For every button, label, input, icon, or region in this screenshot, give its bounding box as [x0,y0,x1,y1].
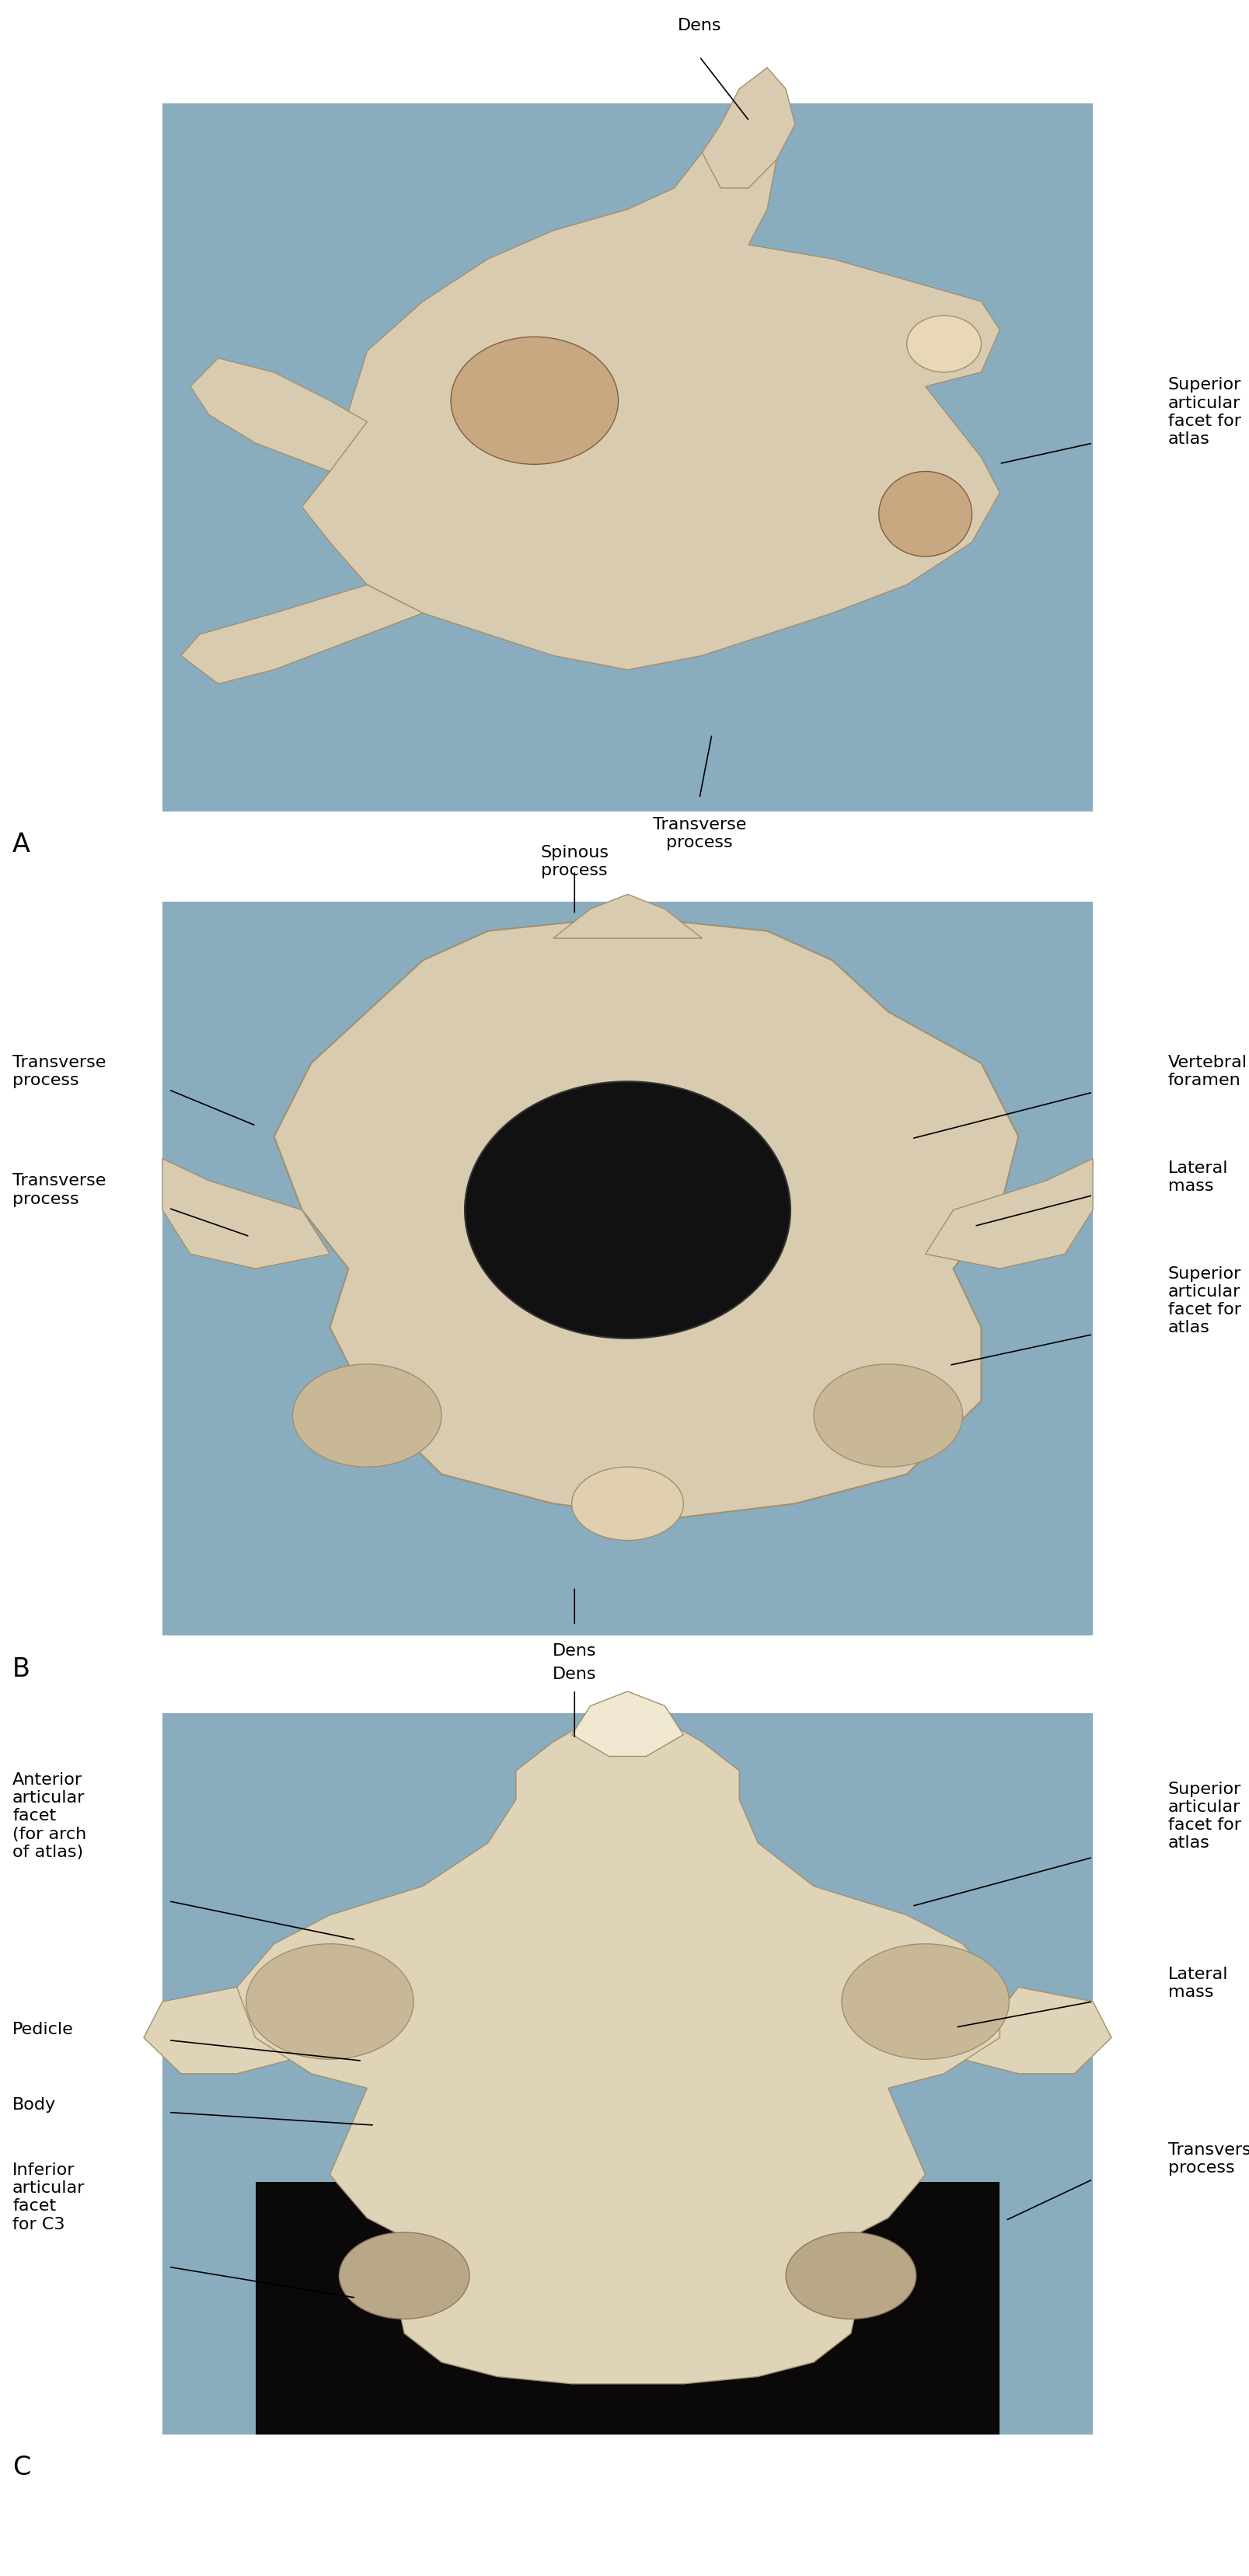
Ellipse shape [572,1466,683,1540]
Ellipse shape [842,1945,1009,2058]
Bar [162,902,1093,1636]
Text: Pedicle: Pedicle [12,2022,74,2038]
Polygon shape [237,1713,999,2383]
Ellipse shape [451,337,618,464]
Text: Dens: Dens [677,18,722,33]
Text: Vertebral
foramen: Vertebral foramen [1168,1054,1247,1090]
Bar [162,103,1093,811]
Ellipse shape [246,1945,413,2058]
Polygon shape [702,67,796,188]
Ellipse shape [465,1082,791,1340]
Polygon shape [572,1692,683,1757]
Polygon shape [144,1986,292,2074]
Text: Transverse
process: Transverse process [653,817,746,850]
Polygon shape [190,358,367,471]
Text: Transverse
process: Transverse process [1168,2141,1249,2177]
Polygon shape [162,1159,330,1270]
Polygon shape [553,894,702,938]
Ellipse shape [340,2233,470,2318]
Text: Spinous
process: Spinous process [541,845,608,878]
Polygon shape [181,585,423,683]
Bar [162,1713,1093,2434]
Polygon shape [274,917,1018,1517]
Ellipse shape [907,314,982,371]
Text: Body: Body [12,2097,56,2112]
Text: Superior
articular
facet for
atlas: Superior articular facet for atlas [1168,1265,1242,1337]
Ellipse shape [786,2233,916,2318]
Polygon shape [302,116,999,670]
Text: A: A [12,832,30,858]
Ellipse shape [879,471,972,556]
Text: Transverse
process: Transverse process [12,1054,106,1090]
Text: B: B [12,1656,30,1682]
Polygon shape [963,1986,1112,2074]
Text: Superior
articular
facet for
atlas: Superior articular facet for atlas [1168,1780,1242,1852]
Text: C: C [12,2455,30,2481]
Text: Dens: Dens [552,1643,597,1659]
Text: Transverse
process: Transverse process [12,1172,106,1208]
Ellipse shape [814,1365,963,1466]
Text: Superior
articular
facet for
atlas: Superior articular facet for atlas [1168,376,1242,448]
Text: Anterior
articular
facet
(for arch
of atlas): Anterior articular facet (for arch of at… [12,1772,86,1860]
Polygon shape [926,1159,1093,1270]
Text: Inferior
articular
facet
for C3: Inferior articular facet for C3 [12,2161,85,2233]
Text: Dens: Dens [552,1667,597,1682]
Text: Lateral
mass: Lateral mass [1168,1159,1228,1195]
Ellipse shape [292,1365,442,1466]
Bar [256,2182,999,2434]
Text: Lateral
mass: Lateral mass [1168,1965,1228,2002]
